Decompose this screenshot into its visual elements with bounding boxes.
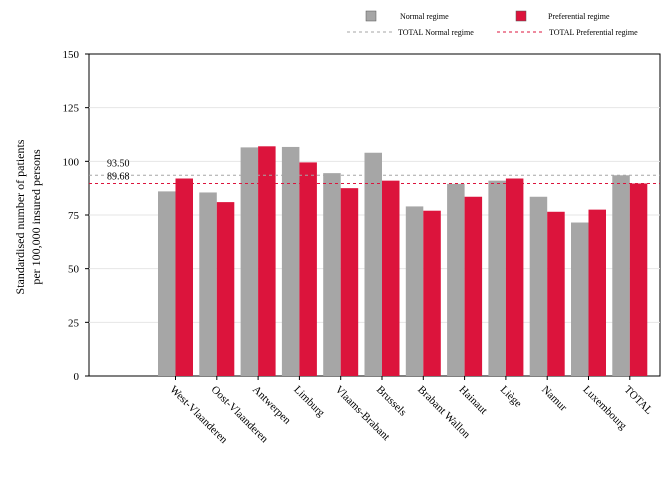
x-tick-label: Antwerpen bbox=[250, 384, 293, 427]
bar-normal bbox=[447, 183, 465, 376]
reference-line-label: 89.68 bbox=[107, 171, 130, 182]
legend-label: Preferential regime bbox=[548, 12, 610, 21]
x-tick-label: TOTAL bbox=[622, 384, 655, 417]
y-tick-label: 150 bbox=[63, 49, 80, 61]
legend-label: TOTAL Preferential regime bbox=[549, 28, 638, 37]
bars bbox=[158, 146, 648, 376]
bar-preferential bbox=[175, 178, 193, 376]
y-tick-label: 125 bbox=[63, 103, 80, 115]
y-axis-title: Standardised number of patients per 100,0… bbox=[13, 139, 43, 294]
y-tick-label: 0 bbox=[74, 371, 80, 383]
y-tick-label: 100 bbox=[63, 156, 80, 168]
bar-preferential bbox=[547, 211, 565, 376]
x-tick-label: Limburg bbox=[291, 384, 327, 420]
y-tick-label: 50 bbox=[68, 264, 80, 276]
bar-preferential bbox=[629, 183, 648, 376]
legend-label: TOTAL Normal regime bbox=[398, 28, 474, 37]
bar-normal bbox=[612, 175, 630, 376]
reference-line-label: 93.50 bbox=[107, 158, 130, 169]
y-axis: 0 25 50 75 100 125 150 bbox=[63, 49, 89, 383]
bar-normal bbox=[199, 192, 217, 376]
x-tick-label: Hainaut bbox=[456, 384, 489, 417]
bar-preferential bbox=[505, 178, 524, 376]
legend-swatch bbox=[365, 10, 377, 22]
y-tick-label: 75 bbox=[68, 210, 80, 222]
bar-preferential bbox=[588, 209, 606, 376]
bar-normal bbox=[158, 191, 176, 376]
y-axis-label: Standardised number of patients per 100,0… bbox=[13, 139, 43, 294]
bar-normal bbox=[571, 222, 589, 376]
bar-normal bbox=[488, 180, 506, 376]
x-tick-label: Namur bbox=[539, 384, 569, 414]
y-axis-title-line: per 100,000 insured persons bbox=[29, 149, 43, 285]
reference-lines: 93.50 89.68 bbox=[89, 158, 660, 184]
bar-preferential bbox=[464, 196, 483, 376]
bar-normal bbox=[364, 152, 382, 376]
legend: Normal regime Preferential regime TOTAL No… bbox=[347, 10, 638, 37]
y-axis-title-line: Standardised number of patients bbox=[13, 139, 27, 294]
bar-preferential bbox=[423, 210, 441, 376]
bar-preferential bbox=[258, 146, 276, 376]
bar-preferential bbox=[299, 162, 317, 376]
bar-preferential bbox=[216, 202, 235, 376]
bar-normal bbox=[405, 206, 424, 376]
legend-swatch bbox=[515, 10, 527, 22]
x-tick-label: Liège bbox=[498, 384, 524, 410]
bar-normal bbox=[240, 147, 259, 376]
bar-preferential bbox=[340, 188, 359, 376]
y-tick-label: 25 bbox=[68, 317, 80, 329]
bar-preferential bbox=[382, 180, 400, 376]
bar-normal bbox=[323, 173, 341, 376]
legend-label: Normal regime bbox=[400, 12, 449, 21]
bar-normal bbox=[529, 196, 548, 376]
x-tick-label: Brussels bbox=[374, 384, 409, 419]
bar-normal bbox=[281, 146, 300, 376]
x-axis: West-VlaanderenOost-VlaanderenAntwerpenL… bbox=[167, 376, 655, 446]
